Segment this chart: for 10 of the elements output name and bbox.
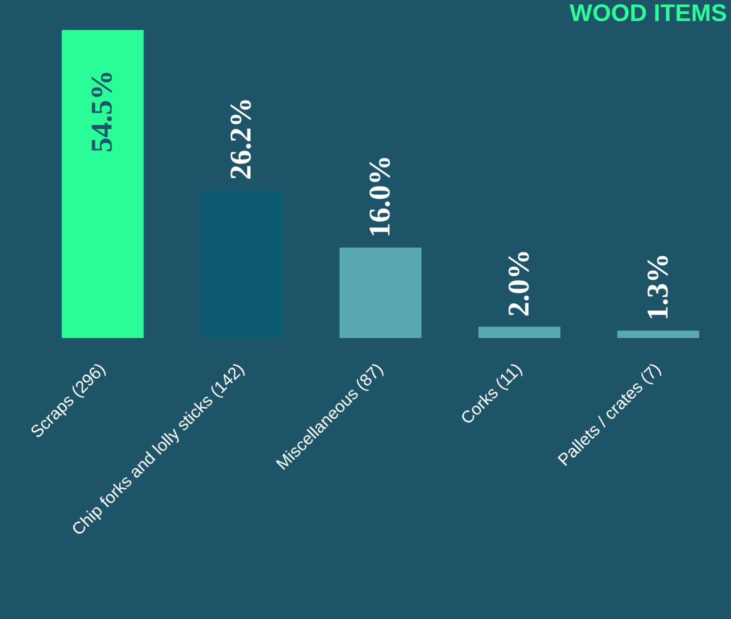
bar [62, 30, 144, 338]
bar [340, 248, 422, 338]
data-label: 2.0% [502, 249, 536, 317]
chart-title: WOOD ITEMS [570, 0, 727, 27]
bar [617, 330, 700, 338]
data-label: 26.2% [224, 97, 258, 180]
bar [478, 326, 560, 338]
data-label: 1.3% [641, 253, 674, 321]
data-label: 16.0% [364, 155, 396, 238]
data-label: 54.5% [86, 70, 119, 152]
